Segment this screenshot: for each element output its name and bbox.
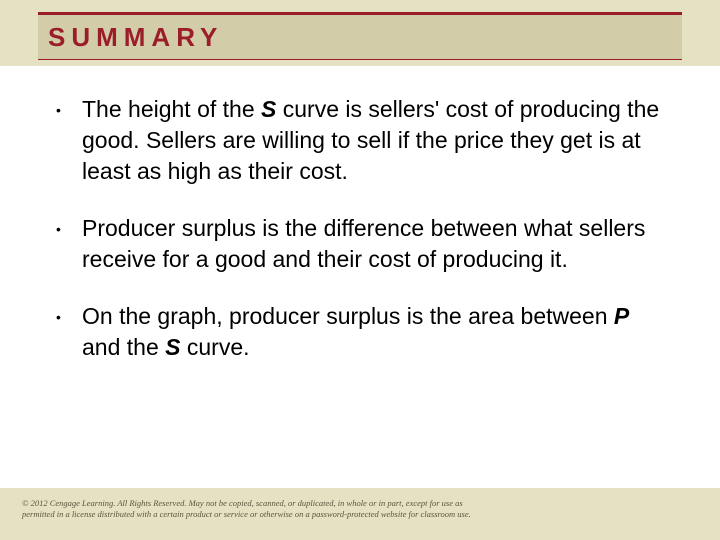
bullet-marker-icon: • — [56, 94, 82, 187]
bullet-item: • The height of the S curve is sellers' … — [56, 94, 664, 187]
text-bold: S — [165, 334, 180, 360]
bullet-marker-icon: • — [56, 301, 82, 363]
bullet-text: Producer surplus is the difference betwe… — [82, 213, 664, 275]
bullet-text: On the graph, producer surplus is the ar… — [82, 301, 664, 363]
text-bold: S — [261, 96, 276, 122]
text-fragment: curve. — [180, 334, 249, 360]
header-band: SUMMARY — [0, 0, 720, 66]
footer-line: permitted in a license distributed with … — [22, 509, 471, 519]
text-fragment: The height of the — [82, 96, 261, 122]
text-fragment: and the — [82, 334, 165, 360]
page-title: SUMMARY — [48, 22, 223, 53]
footer-line: © 2012 Cengage Learning. All Rights Rese… — [22, 498, 463, 508]
content-area: • The height of the S curve is sellers' … — [0, 66, 720, 488]
footer-band: © 2012 Cengage Learning. All Rights Rese… — [0, 488, 720, 540]
bullet-marker-icon: • — [56, 213, 82, 275]
text-fragment: Producer surplus is the difference betwe… — [82, 215, 645, 272]
text-fragment: On the graph, producer surplus is the ar… — [82, 303, 614, 329]
bullet-text: The height of the S curve is sellers' co… — [82, 94, 664, 187]
title-box: SUMMARY — [38, 12, 682, 60]
bullet-item: • Producer surplus is the difference bet… — [56, 213, 664, 275]
text-bold: P — [614, 303, 629, 329]
bullet-item: • On the graph, producer surplus is the … — [56, 301, 664, 363]
copyright-text: © 2012 Cengage Learning. All Rights Rese… — [22, 498, 698, 520]
